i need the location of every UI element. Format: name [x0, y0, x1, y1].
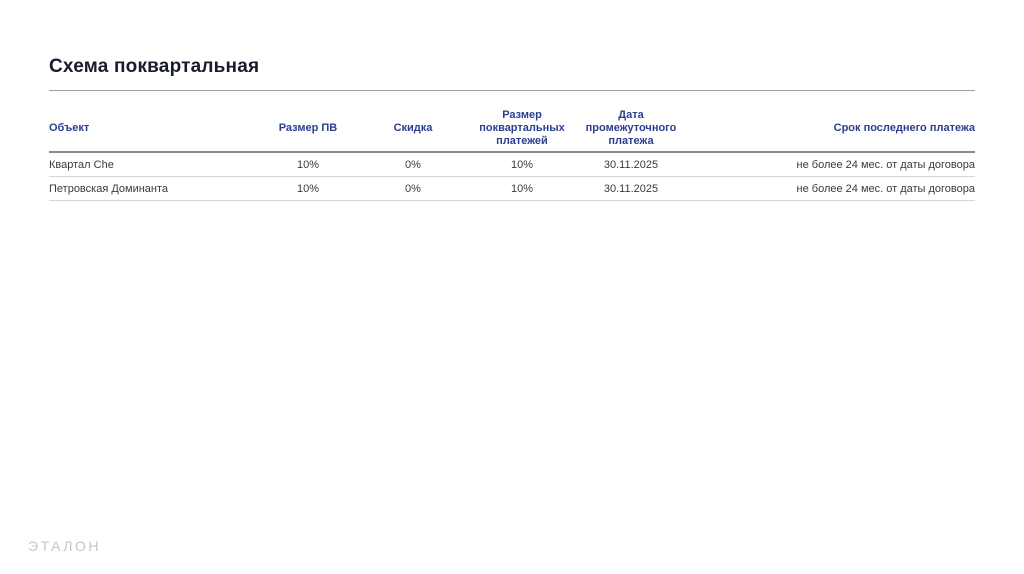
cell-quarterly-payments: 10% — [510, 182, 534, 195]
title-divider — [49, 90, 975, 91]
cell-down-payment: 10% — [296, 158, 320, 171]
cell-object: Квартал Che — [49, 158, 114, 171]
slide-content: Схема поквартальная Объект Размер ПВ Ски… — [49, 0, 975, 201]
column-header-quarterly-payments: Размер поквартальных платежей — [479, 108, 565, 147]
cell-quarterly-payments: 10% — [510, 158, 534, 171]
table-header-row: Объект Размер ПВ Скидка Размер поквартал… — [49, 91, 975, 153]
cell-interim-payment-date: 30.11.2025 — [603, 182, 659, 195]
cell-last-payment-term: не более 24 мес. от даты договора — [796, 182, 975, 195]
table-row: Квартал Che 10% 0% 10% 30.11.2025 не бол… — [49, 153, 975, 177]
cell-interim-payment-date: 30.11.2025 — [603, 158, 659, 171]
cell-object: Петровская Доминанта — [49, 182, 169, 195]
column-header-down-payment: Размер ПВ — [278, 121, 338, 134]
page-title: Схема поквартальная — [49, 56, 260, 77]
cell-last-payment-term: не более 24 мес. от даты договора — [796, 158, 975, 171]
payment-scheme-table: Объект Размер ПВ Скидка Размер поквартал… — [49, 91, 975, 201]
etalon-logo: ЭТАЛОН — [28, 538, 101, 554]
cell-down-payment: 10% — [296, 182, 320, 195]
column-header-last-payment-term: Срок последнего платежа — [833, 121, 975, 134]
cell-discount: 0% — [405, 182, 421, 195]
column-header-discount: Скидка — [393, 121, 433, 134]
cell-discount: 0% — [405, 158, 421, 171]
column-header-object: Объект — [49, 121, 90, 134]
table-row: Петровская Доминанта 10% 0% 10% 30.11.20… — [49, 177, 975, 201]
column-header-interim-payment-date: Дата промежуточного платежа — [585, 108, 677, 147]
